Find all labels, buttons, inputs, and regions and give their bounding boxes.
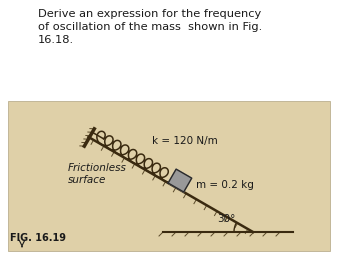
- Text: Derive an expression for the frequency: Derive an expression for the frequency: [38, 9, 261, 19]
- Text: surface: surface: [68, 175, 106, 185]
- Polygon shape: [168, 169, 192, 192]
- Text: Frictionless: Frictionless: [68, 163, 127, 173]
- Text: of oscillation of the mass  shown in Fig.: of oscillation of the mass shown in Fig.: [38, 22, 262, 32]
- Text: FIG. 16.19: FIG. 16.19: [10, 233, 66, 243]
- Text: 16.18.: 16.18.: [38, 35, 74, 45]
- Text: m = 0.2 kg: m = 0.2 kg: [196, 180, 254, 190]
- Text: 30°: 30°: [217, 214, 235, 224]
- Text: k = 120 N/m: k = 120 N/m: [152, 136, 218, 146]
- Bar: [8, 101, 330, 251]
